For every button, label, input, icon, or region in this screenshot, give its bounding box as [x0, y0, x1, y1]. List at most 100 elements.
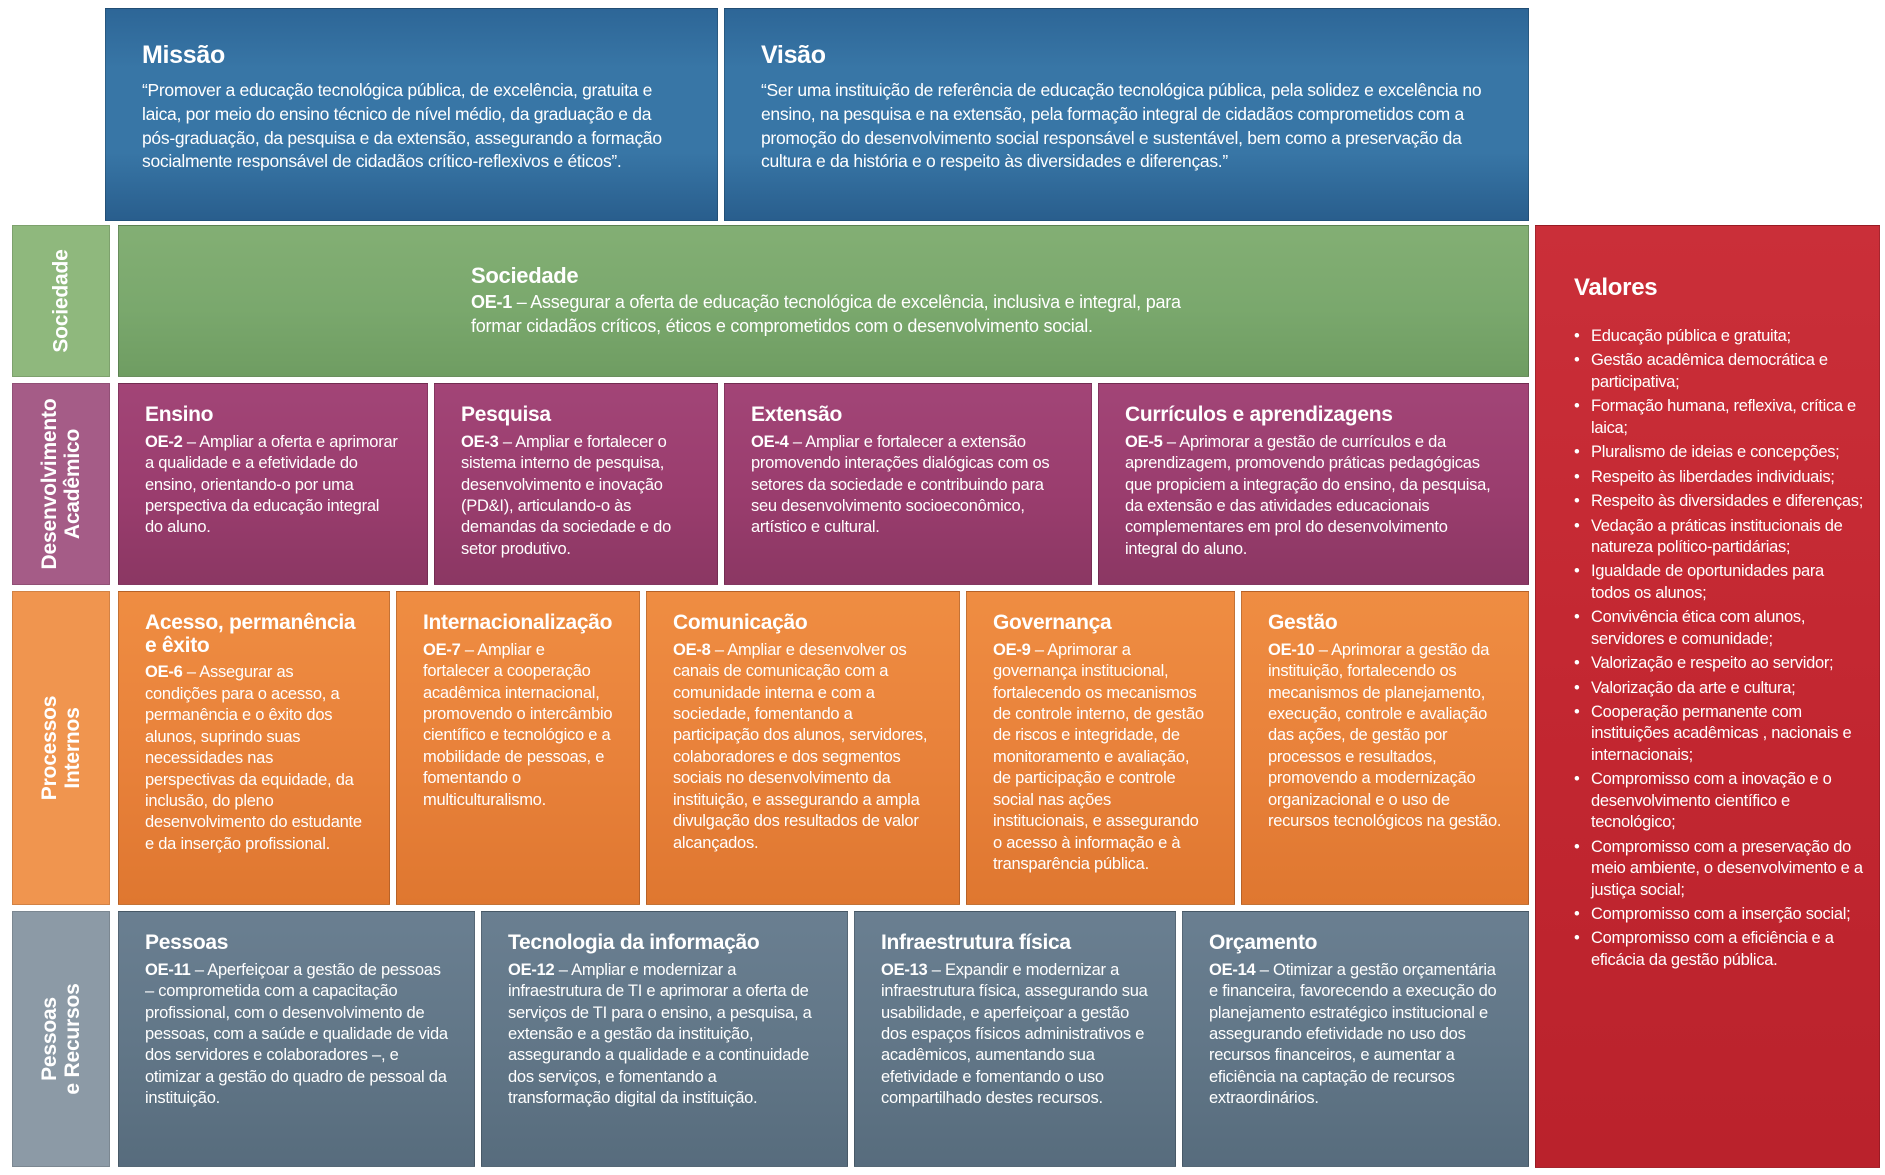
objective-box-oe14: Orçamento OE-14 – Otimizar a gestão orça…	[1182, 911, 1529, 1167]
value-item: Gestão acadêmica democrática e participa…	[1574, 350, 1865, 393]
value-item: Valorização e respeito ao servidor;	[1574, 653, 1865, 675]
objective-code: OE-14	[1209, 960, 1256, 979]
objective-code: OE-1	[471, 292, 513, 313]
objective-box-oe13: Infraestrutura física OE-13 – Expandir e…	[854, 911, 1176, 1167]
mission-title: Missão	[142, 41, 225, 69]
objective-description: – Otimizar a gestão orçamentária e finan…	[1209, 960, 1497, 1108]
objective-title: Infraestrutura física	[881, 931, 1071, 954]
objective-text: OE-14 – Otimizar a gestão orçamentária e…	[1209, 960, 1502, 1110]
value-item: Compromisso com a inserção social;	[1574, 904, 1865, 926]
objective-code: OE-13	[881, 960, 928, 979]
perspective-label-desenvolvimento: Desenvolvimento Acadêmico	[37, 398, 84, 570]
objective-text: OE-9 – Aprimorar a governança institucio…	[993, 640, 1208, 876]
objective-box-oe12: Tecnologia da informação OE-12 – Ampliar…	[481, 911, 848, 1167]
perspective-strip-sociedade: Sociedade	[12, 225, 110, 377]
objective-title: Sociedade	[471, 262, 579, 288]
objective-description: – Assegurar as condições para o acesso, …	[145, 663, 362, 853]
objective-description: – Ampliar e desenvolver os canais de com…	[673, 640, 928, 852]
values-panel: Valores Educação pública e gratuita; Ges…	[1535, 225, 1880, 1168]
perspective-label-pessoas: Pessoas e Recursos	[37, 983, 84, 1095]
objective-box-oe10: Gestão OE-10 – Aprimorar a gestão da ins…	[1241, 591, 1529, 905]
value-item: Pluralismo de ideias e concepções;	[1574, 442, 1865, 464]
objective-title: Pesquisa	[461, 403, 551, 426]
objective-title: Pessoas	[145, 931, 229, 954]
objective-code: OE-10	[1268, 640, 1315, 659]
objective-title: Extensão	[751, 403, 842, 426]
objective-text: OE-2 – Ampliar a oferta e aprimorar a qu…	[145, 432, 401, 539]
objective-code: OE-7	[423, 640, 461, 659]
vision-box: Visão “Ser uma instituição de referência…	[724, 8, 1529, 221]
objective-text: OE-7 – Ampliar e fortalecer a cooperação…	[423, 640, 613, 812]
value-item: Formação humana, reflexiva, crítica e la…	[1574, 396, 1865, 439]
objective-code: OE-6	[145, 663, 183, 682]
objective-title: Internacionalização	[423, 611, 613, 634]
perspective-strip-desenvolvimento: Desenvolvimento Acadêmico	[12, 383, 110, 585]
row-desenvolvimento-academico: Desenvolvimento Acadêmico Ensino OE-2 – …	[12, 383, 1529, 585]
objective-code: OE-8	[673, 640, 711, 659]
perspective-label-processos: Processos Internos	[37, 695, 84, 801]
objective-code: OE-3	[461, 432, 499, 451]
value-item: Vedação a práticas institucionais de nat…	[1574, 516, 1865, 559]
value-item: Compromisso com a preservação do meio am…	[1574, 837, 1865, 901]
objective-text: OE-3 – Ampliar e fortalecer o sistema in…	[461, 432, 691, 561]
row-sociedade: Sociedade Sociedade OE-1 – Assegurar a o…	[12, 225, 1529, 377]
objective-title: Comunicação	[673, 611, 808, 634]
objective-box-oe4: Extensão OE-4 – Ampliar e fortalecer a e…	[724, 383, 1092, 585]
objective-description: – Aprimorar a gestão de currículos e da …	[1125, 432, 1491, 558]
objective-title: Gestão	[1268, 611, 1338, 634]
vision-text: “Ser uma instituição de referência de ed…	[761, 80, 1482, 172]
objective-description: – Ampliar e fortalecer o sistema interno…	[461, 432, 671, 558]
objective-code: OE-2	[145, 432, 183, 451]
value-item: Igualdade de oportunidades para todos os…	[1574, 561, 1865, 604]
objective-text: OE-13 – Expandir e modernizar a infraest…	[881, 960, 1149, 1110]
objective-title: Currículos e aprendizagens	[1125, 403, 1393, 426]
objective-code: OE-11	[145, 960, 191, 979]
value-item: Convivência ética com alunos, servidores…	[1574, 607, 1865, 650]
objective-title: Orçamento	[1209, 931, 1318, 954]
objective-description: – Expandir e modernizar a infraestrutura…	[881, 960, 1148, 1108]
mission-vision-band: Missão “Promover a educação tecnológica …	[105, 8, 1529, 221]
objective-box-oe5: Currículos e aprendizagens OE-5 – Aprimo…	[1098, 383, 1529, 585]
objective-description: – Ampliar a oferta e aprimorar a qualida…	[145, 432, 398, 537]
perspective-strip-processos: Processos Internos	[12, 591, 110, 905]
objective-text: OE-1 – Assegurar a oferta de educação te…	[471, 291, 1201, 338]
row-pessoas-e-recursos: Pessoas e Recursos Pessoas OE-11 – Aperf…	[12, 911, 1529, 1167]
objective-description: – Assegurar a oferta de educação tecnoló…	[471, 292, 1181, 336]
mission-text: “Promover a educação tecnológica pública…	[142, 80, 662, 172]
objective-box-oe1: Sociedade OE-1 – Assegurar a oferta de e…	[118, 225, 1529, 377]
objective-text: OE-11 – Aperfeiçoar a gestão de pessoas …	[145, 960, 448, 1110]
objective-code: OE-4	[751, 432, 789, 451]
objective-description: – Aperfeiçoar a gestão de pessoas – comp…	[145, 960, 448, 1108]
objective-title: Tecnologia da informação	[508, 931, 760, 954]
objective-box-oe9: Governança OE-9 – Aprimorar a governança…	[966, 591, 1235, 905]
objective-box-oe6: Acesso, permanência e êxito OE-6 – Asseg…	[118, 591, 390, 905]
objective-box-oe11: Pessoas OE-11 – Aperfeiçoar a gestão de …	[118, 911, 475, 1167]
objective-title: Acesso, permanência e êxito	[145, 611, 356, 657]
value-item: Valorização da arte e cultura;	[1574, 678, 1865, 700]
perspective-label-sociedade: Sociedade	[49, 249, 73, 353]
perspective-strip-pessoas: Pessoas e Recursos	[12, 911, 110, 1167]
objective-description: – Ampliar e modernizar a infraestrutura …	[508, 960, 812, 1108]
vision-title: Visão	[761, 41, 826, 69]
values-title: Valores	[1574, 274, 1658, 301]
row-processos-internos: Processos Internos Acesso, permanência e…	[12, 591, 1529, 905]
objective-description: – Ampliar e fortalecer a cooperação acad…	[423, 640, 613, 809]
value-item: Compromisso com a eficiência e a eficáci…	[1574, 928, 1865, 971]
value-item: Respeito às liberdades individuais;	[1574, 467, 1865, 489]
objective-description: – Aprimorar a gestão da instituição, for…	[1268, 640, 1502, 831]
objective-text: OE-4 – Ampliar e fortalecer a extensão p…	[751, 432, 1065, 539]
value-item: Respeito às diversidades e diferenças;	[1574, 491, 1865, 513]
objective-description: – Aprimorar a governança institucional, …	[993, 640, 1204, 874]
objective-title: Governança	[993, 611, 1112, 634]
objective-code: OE-12	[508, 960, 555, 979]
objective-code: OE-5	[1125, 432, 1163, 451]
objective-title: Ensino	[145, 403, 214, 426]
objective-description: – Ampliar e fortalecer a extensão promov…	[751, 432, 1050, 537]
objective-box-oe2: Ensino OE-2 – Ampliar a oferta e aprimor…	[118, 383, 428, 585]
objective-box-oe7: Internacionalização OE-7 – Ampliar e for…	[396, 591, 640, 905]
value-item: Compromisso com a inovação e o desenvolv…	[1574, 769, 1865, 833]
values-list: Educação pública e gratuita; Gestão acad…	[1574, 326, 1865, 971]
value-item: Educação pública e gratuita;	[1574, 326, 1865, 348]
value-item: Cooperação permanente com instituições a…	[1574, 702, 1865, 766]
objective-text: OE-5 – Aprimorar a gestão de currículos …	[1125, 432, 1502, 561]
